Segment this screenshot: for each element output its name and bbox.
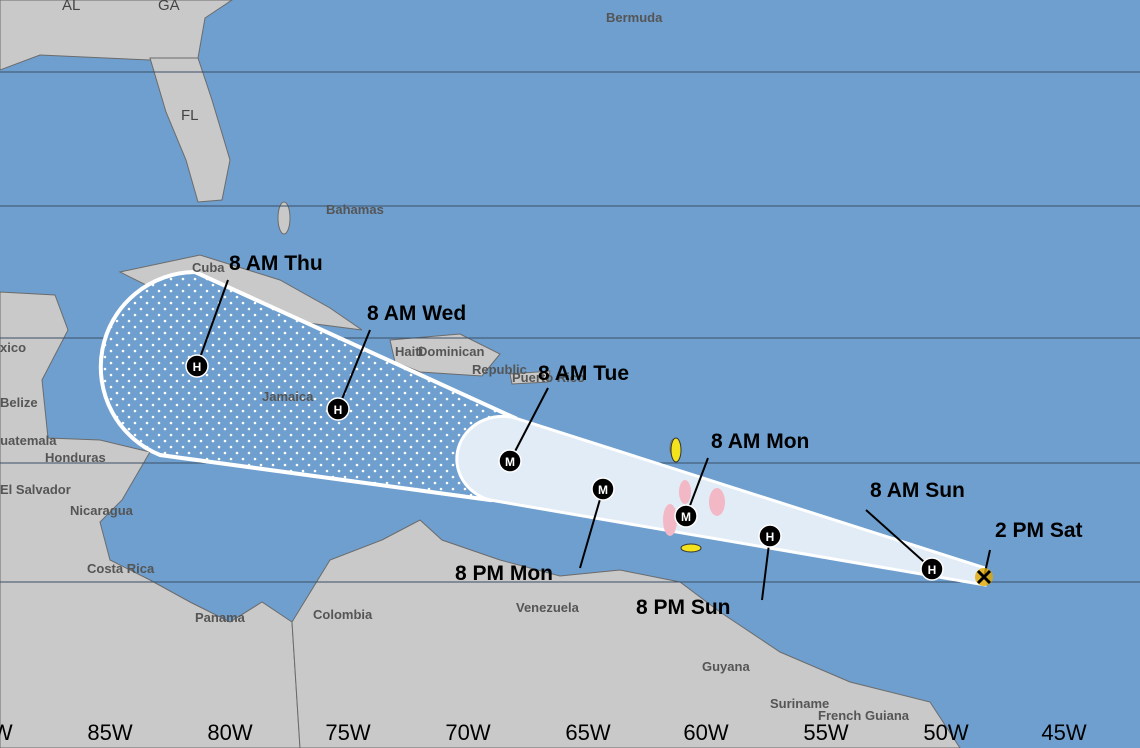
storm-marker: [674, 504, 698, 528]
leader-line: [337, 329, 371, 410]
place-label: Panama: [195, 610, 246, 625]
storm-marker: [326, 397, 350, 421]
place-label: El Salvador: [0, 482, 71, 497]
storm-marker: [498, 449, 522, 473]
leader-line: [865, 509, 933, 570]
place-label: AL: [62, 0, 80, 14]
place-label: Bermuda: [606, 10, 663, 25]
place-label: Suriname: [770, 696, 829, 711]
storm-marker-letter: H: [193, 360, 202, 374]
place-label: Mexico: [0, 340, 26, 355]
current-position: [976, 569, 992, 585]
storm-marker-letter: M: [505, 455, 515, 469]
place-label: Belize: [0, 395, 38, 410]
place-label: Jamaica: [262, 389, 314, 404]
place-label: FL: [181, 107, 199, 124]
longitude-label: 45W: [1041, 720, 1086, 745]
forecast-track: 2 PM Sat H 8 AM Sun H 8 PM Sun M 8 AM Mon M 8 PM…: [185, 252, 1083, 619]
place-label: Republic: [472, 362, 527, 377]
forecast-time-label: 8 AM Sun: [870, 479, 965, 502]
longitude-label: 85W: [87, 720, 132, 745]
forecast-time-label: 8 AM Wed: [367, 302, 466, 325]
place-label: Puerto Rico: [512, 370, 585, 385]
place-label: Costa Rica: [87, 561, 155, 576]
longitude-label: 55W: [803, 720, 848, 745]
place-label: Venezuela: [516, 600, 580, 615]
longitude-label: 75W: [325, 720, 370, 745]
forecast-time-label: 8 AM Tue: [538, 362, 629, 385]
place-label: French Guiana: [818, 708, 910, 723]
longitude-labels: 90W 85W 80W 75W 70W 65W 60W 55W 50W 45W: [0, 720, 1087, 745]
storm-marker: [758, 524, 782, 548]
storm-marker-letter: H: [766, 530, 775, 544]
place-label: Haiti: [395, 344, 423, 359]
leader-line: [509, 387, 549, 462]
storm-marker-letter: H: [334, 403, 343, 417]
place-label: Bahamas: [326, 202, 384, 217]
longitude-label: 65W: [565, 720, 610, 745]
forecast-time-label: 8 AM Mon: [711, 430, 809, 453]
watches: [670, 437, 702, 553]
storm-marker-letter: H: [928, 563, 937, 577]
longitude-label: 70W: [445, 720, 490, 745]
land: [0, 0, 961, 748]
longitude-label: 50W: [923, 720, 968, 745]
longitude-label: 60W: [683, 720, 728, 745]
forecast-time-label: 8 PM Sun: [636, 596, 731, 619]
forecast-time-label: 2 PM Sat: [995, 519, 1083, 542]
place-label: Colombia: [313, 607, 373, 622]
place-label: Guatemala: [0, 433, 57, 448]
warnings: [663, 480, 725, 536]
place-label: GA: [158, 0, 180, 14]
place-label: Honduras: [45, 450, 106, 465]
storm-marker: [920, 557, 944, 581]
longitude-label: 90W: [0, 720, 13, 745]
place-label: Cuba: [192, 260, 225, 275]
forecast-time-label: 8 AM Thu: [229, 252, 323, 275]
place-label: Nicaragua: [70, 503, 134, 518]
longitude-label: 80W: [207, 720, 252, 745]
leader-line: [196, 279, 229, 367]
leader-line: [579, 488, 604, 569]
cone-days-4-5: [98, 269, 518, 503]
storm-marker-letter: M: [598, 483, 608, 497]
place-label: Guyana: [702, 659, 750, 674]
storm-marker: [185, 354, 209, 378]
storm-marker-letter: M: [681, 510, 691, 524]
forecast-time-label: 8 PM Mon: [455, 562, 553, 585]
place-label: Dominican: [418, 344, 485, 359]
storm-marker: [591, 477, 615, 501]
